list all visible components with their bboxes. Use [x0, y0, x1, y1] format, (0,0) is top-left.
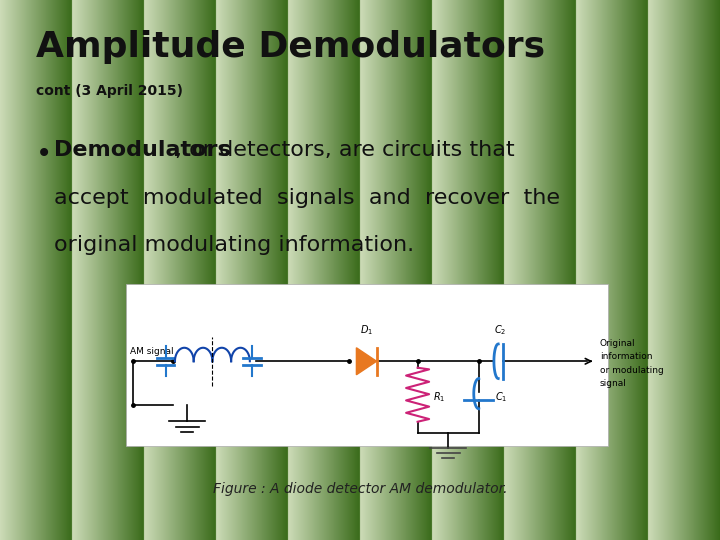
Text: $D_1$: $D_1$ — [360, 323, 373, 337]
Text: signal: signal — [600, 380, 626, 388]
FancyBboxPatch shape — [126, 284, 608, 446]
Polygon shape — [356, 348, 377, 375]
Text: Figure : A diode detector AM demodulator.: Figure : A diode detector AM demodulator… — [212, 482, 508, 496]
Text: information: information — [600, 353, 652, 361]
Text: Original: Original — [600, 340, 635, 348]
Text: $R_1$: $R_1$ — [433, 390, 446, 404]
Text: •: • — [36, 140, 53, 168]
Text: $C_2$: $C_2$ — [494, 323, 507, 337]
Text: or modulating: or modulating — [600, 367, 664, 375]
Text: Demodulators: Demodulators — [54, 140, 230, 160]
Text: accept  modulated  signals  and  recover  the: accept modulated signals and recover the — [54, 188, 560, 208]
Text: $C_1$: $C_1$ — [495, 390, 507, 404]
Text: original modulating information.: original modulating information. — [54, 235, 414, 255]
Text: Amplitude Demodulators: Amplitude Demodulators — [36, 30, 545, 64]
Text: , or detectors, are circuits that: , or detectors, are circuits that — [175, 140, 515, 160]
Text: AM signal: AM signal — [130, 347, 174, 356]
Text: cont (3 April 2015): cont (3 April 2015) — [36, 84, 183, 98]
